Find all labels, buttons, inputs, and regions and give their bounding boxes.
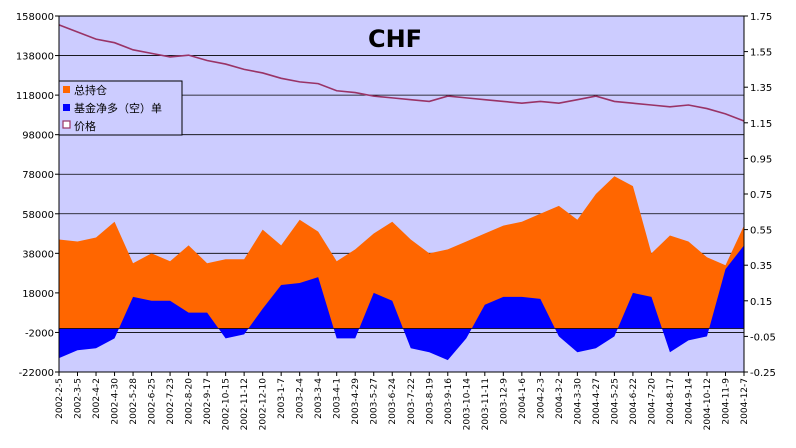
x-tick-label: 2002-3-5 — [74, 378, 84, 419]
left-tick-label: 78000 — [22, 170, 54, 181]
x-tick-label: 2004-1-6 — [518, 378, 528, 419]
x-tick-label: 2002-12-10 — [259, 378, 269, 431]
x-tick-label: 2003-12-9 — [499, 378, 509, 425]
x-tick-label: 2002-7-23 — [166, 378, 176, 425]
legend-box — [58, 80, 183, 136]
left-tick-label: 138000 — [16, 52, 54, 63]
x-tick-label: 2002-2-5 — [55, 378, 65, 419]
left-tick-label: -2000 — [25, 328, 54, 339]
right-tick-label: 0.55 — [750, 226, 772, 237]
x-tick-label: 2004-8-17 — [666, 378, 676, 425]
legend-swatch-price — [62, 120, 71, 129]
x-tick-label: 2003-2-4 — [296, 378, 306, 419]
left-tick-label: -22000 — [19, 368, 54, 379]
x-tick-label: 2004-3-2 — [555, 378, 565, 419]
right-tick-label: 0.15 — [750, 297, 772, 308]
x-tick-label: 2004-10-12 — [703, 378, 713, 430]
x-tick-label: 2004-9-14 — [684, 378, 694, 425]
legend-label-net: 基金净多（空）单 — [74, 101, 162, 115]
price-line — [58, 24, 745, 122]
x-tick-label: 2002-5-28 — [129, 378, 139, 425]
x-tick-label: 2002-9-17 — [203, 378, 213, 425]
series-net-area — [59, 245, 744, 361]
x-tick-label: 2002-10-15 — [222, 378, 232, 430]
x-axis-ticks: 2002-2-5 2002-3-5 2002-4-2 2002-4-30 2002-5-… — [55, 372, 750, 430]
chart-title: CHF — [368, 25, 422, 53]
legend-swatch-net — [63, 104, 70, 111]
right-tick-label: 1.15 — [750, 119, 772, 130]
x-tick-label: 2004-4-27 — [592, 378, 602, 425]
left-tick-label: 158000 — [16, 12, 54, 23]
x-tick-label: 2003-3-4 — [314, 378, 324, 419]
left-tick-label: 118000 — [16, 91, 54, 102]
left-tick-label: 38000 — [22, 249, 54, 260]
right-tick-label: -0.05 — [750, 332, 776, 343]
right-tick-label: -0.25 — [750, 368, 776, 379]
right-tick-label: 1.35 — [750, 83, 772, 94]
right-tick-label: 1.55 — [750, 48, 772, 59]
x-tick-label: 2003-8-19 — [425, 378, 435, 425]
legend: 总持仓 基金净多（空）单 价格 — [58, 80, 183, 136]
x-tick-label: 2004-12-7 — [740, 378, 750, 425]
x-tick-label: 2003-4-29 — [351, 378, 361, 425]
right-tick-label: 0.35 — [750, 261, 772, 272]
legend-swatch-total — [63, 86, 70, 93]
x-tick-label: 2004-5-25 — [610, 378, 620, 425]
legend-label-total: 总持仓 — [74, 83, 107, 97]
right-tick-label: 1.75 — [750, 12, 772, 23]
net-positions-area — [59, 245, 744, 361]
x-tick-label: 2004-7-20 — [647, 378, 657, 425]
right-axis-ticks: 1.75 1.55 1.35 1.15 0.95 0.75 0.55 0.35 0.15 -0.0… — [744, 12, 776, 379]
x-tick-label: 2004-2-3 — [536, 378, 546, 419]
x-tick-label: 2003-5-27 — [370, 378, 380, 425]
left-tick-label: 98000 — [22, 131, 54, 142]
x-tick-label: 2003-10-14 — [462, 378, 472, 431]
left-tick-label: 58000 — [22, 210, 54, 221]
x-tick-label: 2002-8-20 — [185, 378, 195, 425]
x-tick-label: 2003-7-22 — [407, 378, 417, 425]
x-tick-label: 2002-4-30 — [111, 378, 121, 425]
x-tick-label: 2002-6-25 — [148, 378, 158, 425]
x-tick-label: 2004-11-9 — [721, 378, 731, 425]
x-tick-label: 2003-4-1 — [333, 378, 343, 419]
right-tick-label: 0.75 — [750, 190, 772, 201]
x-tick-label: 2004-3-30 — [573, 378, 583, 425]
legend-label-price: 价格 — [74, 119, 96, 133]
x-tick-label: 2004-6-22 — [629, 378, 639, 425]
total-positions-area — [59, 176, 744, 329]
x-tick-label: 2003-1-7 — [277, 378, 287, 419]
x-tick-label: 2003-11-11 — [481, 378, 491, 430]
x-tick-label: 2002-11-12 — [240, 378, 250, 430]
series-price-line — [58, 24, 745, 122]
x-tick-label: 2002-4-2 — [92, 378, 102, 419]
left-tick-label: 18000 — [22, 289, 54, 300]
left-axis-ticks: 158000 138000 118000 98000 78000 58000 38000 18… — [16, 12, 59, 379]
right-tick-label: 0.95 — [750, 154, 772, 165]
series-total-area — [59, 176, 744, 329]
x-tick-label: 2003-6-24 — [388, 378, 398, 425]
x-tick-label: 2003-9-16 — [444, 378, 454, 425]
